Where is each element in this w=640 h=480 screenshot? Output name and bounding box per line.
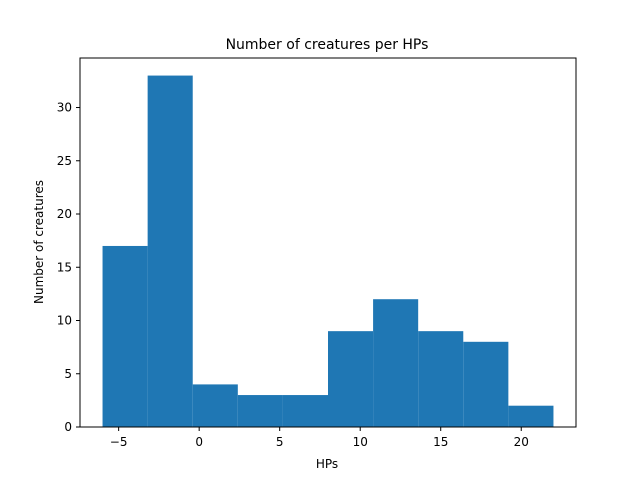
histogram-bar-4 [282, 395, 328, 427]
y-tick-label: 5 [64, 367, 72, 381]
histogram-bar-7 [418, 331, 464, 427]
y-tick-label: 25 [57, 154, 72, 168]
chart-title: Number of creatures per HPs [226, 37, 429, 53]
y-tick-label: 20 [57, 207, 72, 221]
y-tick-label: 10 [57, 314, 72, 328]
histogram-bar-1 [147, 75, 193, 428]
x-axis-ticks: −5 0 5 10 15 20 [110, 427, 529, 449]
bars-group [102, 75, 554, 428]
x-axis-label: HPs [316, 457, 338, 471]
histogram-bar-9 [508, 405, 554, 427]
histogram-bar-8 [463, 341, 509, 427]
histogram-bar-5 [328, 331, 374, 427]
plot-frame [79, 57, 577, 428]
histogram-bar-2 [192, 384, 238, 427]
histogram-bar-6 [373, 299, 419, 427]
y-tick-label: 15 [57, 260, 72, 274]
x-tick-label: 5 [276, 435, 284, 449]
y-axis-label: Number of creatures [32, 180, 46, 304]
y-tick-label: 0 [64, 420, 72, 434]
y-tick-label: 30 [57, 101, 72, 115]
y-axis-ticks: 0 5 10 15 20 25 30 [57, 101, 80, 434]
x-tick-label: 10 [353, 435, 368, 449]
x-tick-label: −5 [110, 435, 128, 449]
histogram-bar-0 [102, 245, 148, 427]
x-tick-label: 0 [195, 435, 203, 449]
x-tick-label: 15 [433, 435, 448, 449]
x-tick-label: 20 [514, 435, 529, 449]
histogram-bar-3 [237, 395, 283, 427]
